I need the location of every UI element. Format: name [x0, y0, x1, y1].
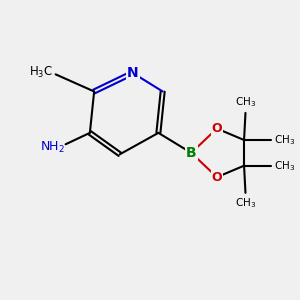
Text: CH$_3$: CH$_3$: [235, 96, 256, 110]
Text: CH$_3$: CH$_3$: [274, 159, 295, 172]
Text: B: B: [186, 146, 196, 160]
Text: H$_3$C: H$_3$C: [28, 65, 53, 80]
Text: O: O: [212, 122, 222, 135]
Text: NH$_2$: NH$_2$: [40, 140, 65, 155]
Text: N: N: [127, 66, 139, 80]
Text: O: O: [212, 171, 222, 184]
Text: CH$_3$: CH$_3$: [235, 196, 256, 210]
Text: CH$_3$: CH$_3$: [274, 133, 295, 147]
